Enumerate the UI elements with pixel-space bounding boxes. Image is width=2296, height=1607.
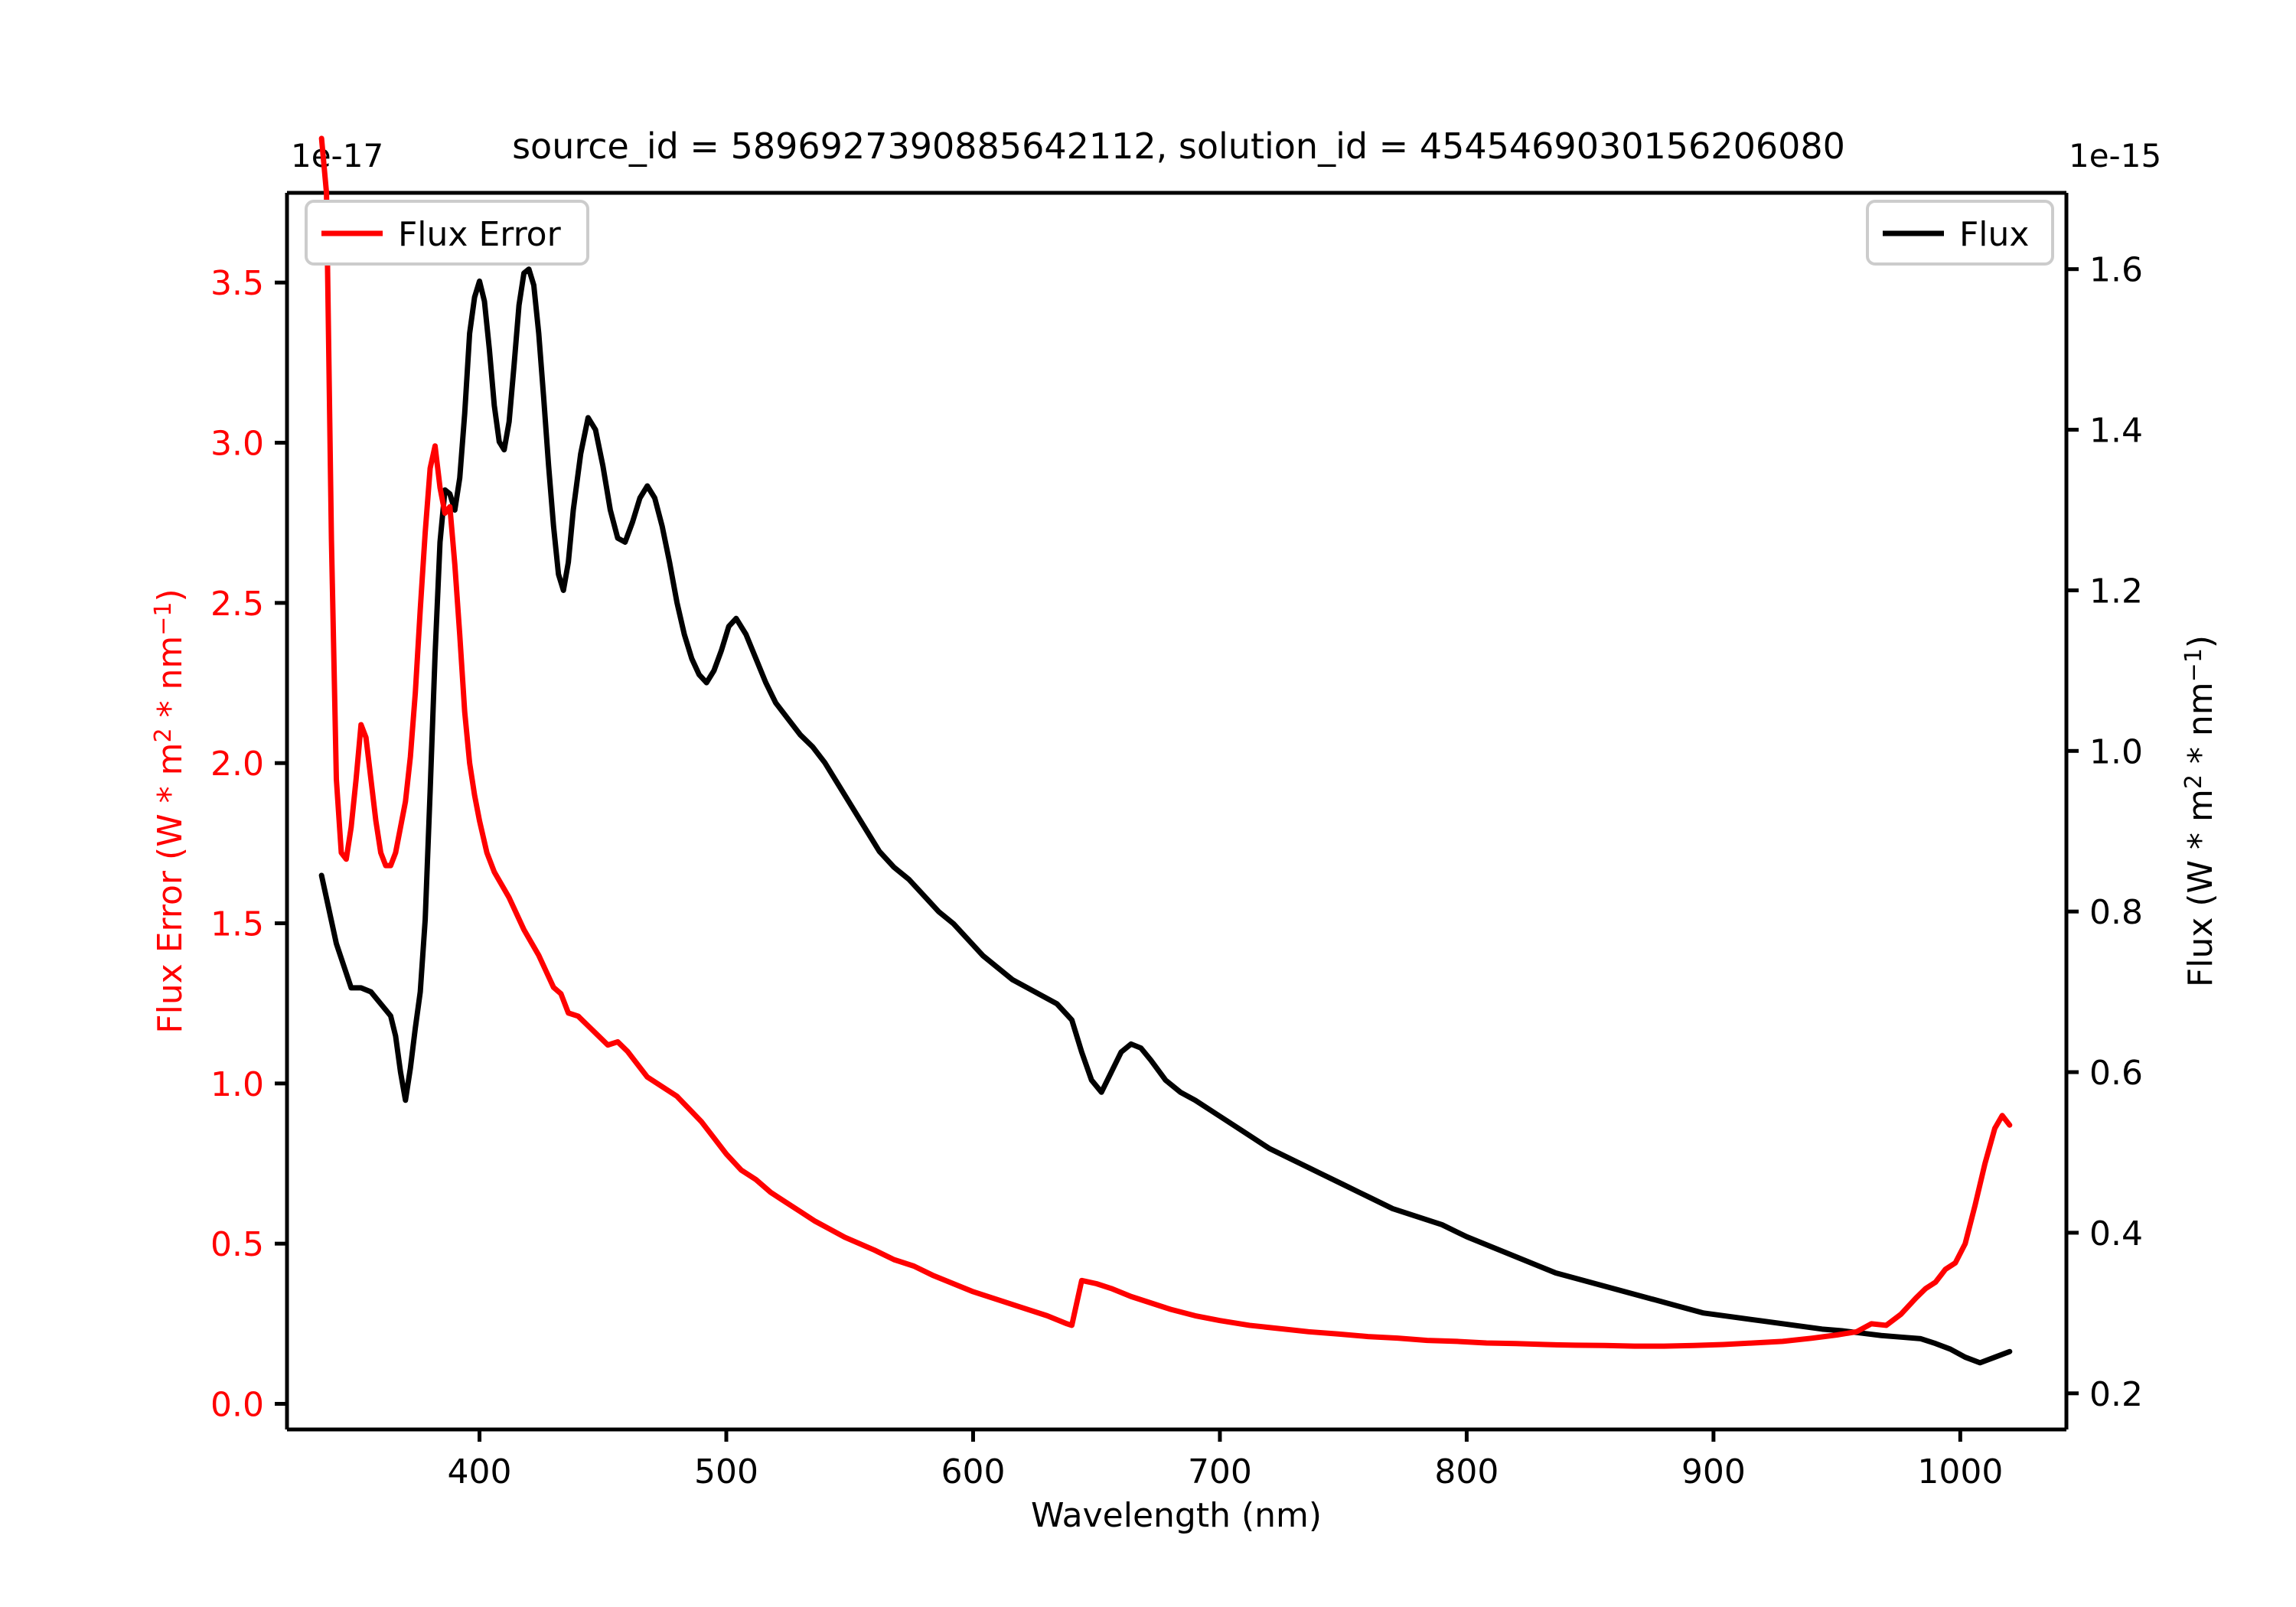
svg-text:Flux Error (W * m2 * nm−1): Flux Error (W * m2 * nm−1) <box>150 588 190 1033</box>
y-left-tick-label: 1.0 <box>210 1065 264 1104</box>
x-tick-label: 900 <box>1681 1452 1746 1491</box>
y-left-label-sup-neg1: −1 <box>150 601 177 635</box>
right-axis-offset-label: 1e-15 <box>2069 137 2161 174</box>
y-right-tick-label: 0.2 <box>2089 1375 2143 1414</box>
x-tick-label: 600 <box>941 1452 1005 1491</box>
x-tick-label: 500 <box>694 1452 758 1491</box>
left-axis-offset-label: 1e-17 <box>291 137 383 174</box>
y-right-label-prefix: Flux (W * m <box>2181 789 2220 987</box>
y-right-tick-label: 0.4 <box>2089 1214 2143 1253</box>
y-left-axis-ticks: 0.0 0.5 1.0 1.5 2.0 2.5 3.0 3.5 <box>210 264 287 1425</box>
series-line-flux-error <box>318 135 2013 1349</box>
y-left-tick-label: 0.0 <box>210 1386 264 1425</box>
y-right-axis-ticks: 0.2 0.4 0.6 0.8 1.0 1.2 1.4 1.6 <box>2066 251 2143 1414</box>
legend-flux-box[interactable] <box>1866 200 2054 266</box>
y-left-tick-label: 3.0 <box>210 425 264 464</box>
y-right-axis-label: Flux (W * m2 * nm−1) <box>2180 635 2220 987</box>
y-right-label-mid: * nm <box>2181 682 2220 774</box>
y-right-tick-label: 1.0 <box>2089 732 2143 771</box>
x-tick-label: 1000 <box>1917 1452 2003 1491</box>
y-left-tick-label: 1.5 <box>210 905 264 944</box>
x-tick-label: 800 <box>1434 1452 1499 1491</box>
y-left-axis-label: Flux Error (W * m2 * nm−1) <box>150 588 190 1033</box>
svg-text:Flux (W * m2 * nm−1): Flux (W * m2 * nm−1) <box>2180 635 2220 987</box>
y-left-tick-label: 3.5 <box>210 264 264 303</box>
x-axis-ticks: 400 500 600 700 800 900 1000 <box>448 1429 2003 1491</box>
y-right-label-sup-neg1: −1 <box>2180 648 2207 682</box>
legend-flux-label: Flux <box>1959 215 2029 254</box>
legend-flux-error-box[interactable] <box>305 200 589 266</box>
y-right-tick-label: 1.2 <box>2089 572 2143 611</box>
y-right-label-sup-2: 2 <box>2180 774 2207 789</box>
x-tick-label: 700 <box>1188 1452 1252 1491</box>
y-left-label-mid: * nm <box>151 636 190 729</box>
y-right-tick-label: 1.4 <box>2089 412 2143 451</box>
legend-flux-error-label: Flux Error <box>398 215 562 254</box>
series-line-flux <box>318 266 2013 1366</box>
y-right-label-suffix: ) <box>2181 635 2220 648</box>
x-tick-label: 400 <box>448 1452 512 1491</box>
chart-title: source_id = 5896927390885642112, solutio… <box>512 125 1845 167</box>
y-left-tick-label: 2.5 <box>210 585 264 624</box>
y-left-tick-label: 0.5 <box>210 1225 264 1264</box>
y-left-label-sup-2: 2 <box>150 728 177 742</box>
plot-spines <box>285 191 2069 1432</box>
y-left-tick-label: 2.0 <box>210 745 264 784</box>
legend-flux[interactable]: Flux <box>1866 200 2054 266</box>
y-left-label-prefix: Flux Error (W * m <box>151 743 190 1034</box>
y-right-tick-label: 0.6 <box>2089 1054 2143 1093</box>
x-axis-label: Wavelength (nm) <box>1031 1496 1322 1535</box>
y-right-tick-label: 0.8 <box>2089 893 2143 932</box>
y-right-tick-label: 1.6 <box>2089 251 2143 290</box>
y-left-label-suffix: ) <box>151 588 190 601</box>
legend-flux-error[interactable]: Flux Error <box>305 200 589 266</box>
